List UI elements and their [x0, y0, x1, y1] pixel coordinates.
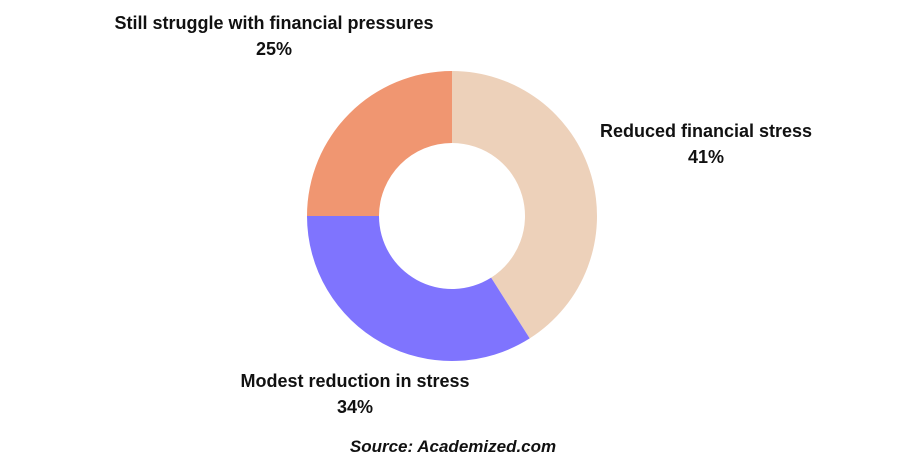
donut-slices — [307, 71, 597, 361]
slice-label: Modest reduction in stress — [240, 371, 469, 391]
slice-value-label: 34% — [337, 397, 373, 417]
slice-modest-reduction-in-stress — [307, 216, 530, 361]
slice-reduced-financial-stress — [452, 71, 597, 339]
source-note: Source: Academized.com — [349, 437, 557, 456]
slice-label: Reduced financial stress — [600, 121, 812, 141]
slice-still-struggle-with-financial-pressures — [307, 71, 452, 216]
slice-value-label: 41% — [688, 147, 724, 167]
slice-labels: Reduced financial stress 41% Modest reduct… — [114, 13, 812, 417]
slice-label: Still struggle with financial pressures — [114, 13, 433, 33]
slice-value-label: 25% — [256, 39, 292, 59]
